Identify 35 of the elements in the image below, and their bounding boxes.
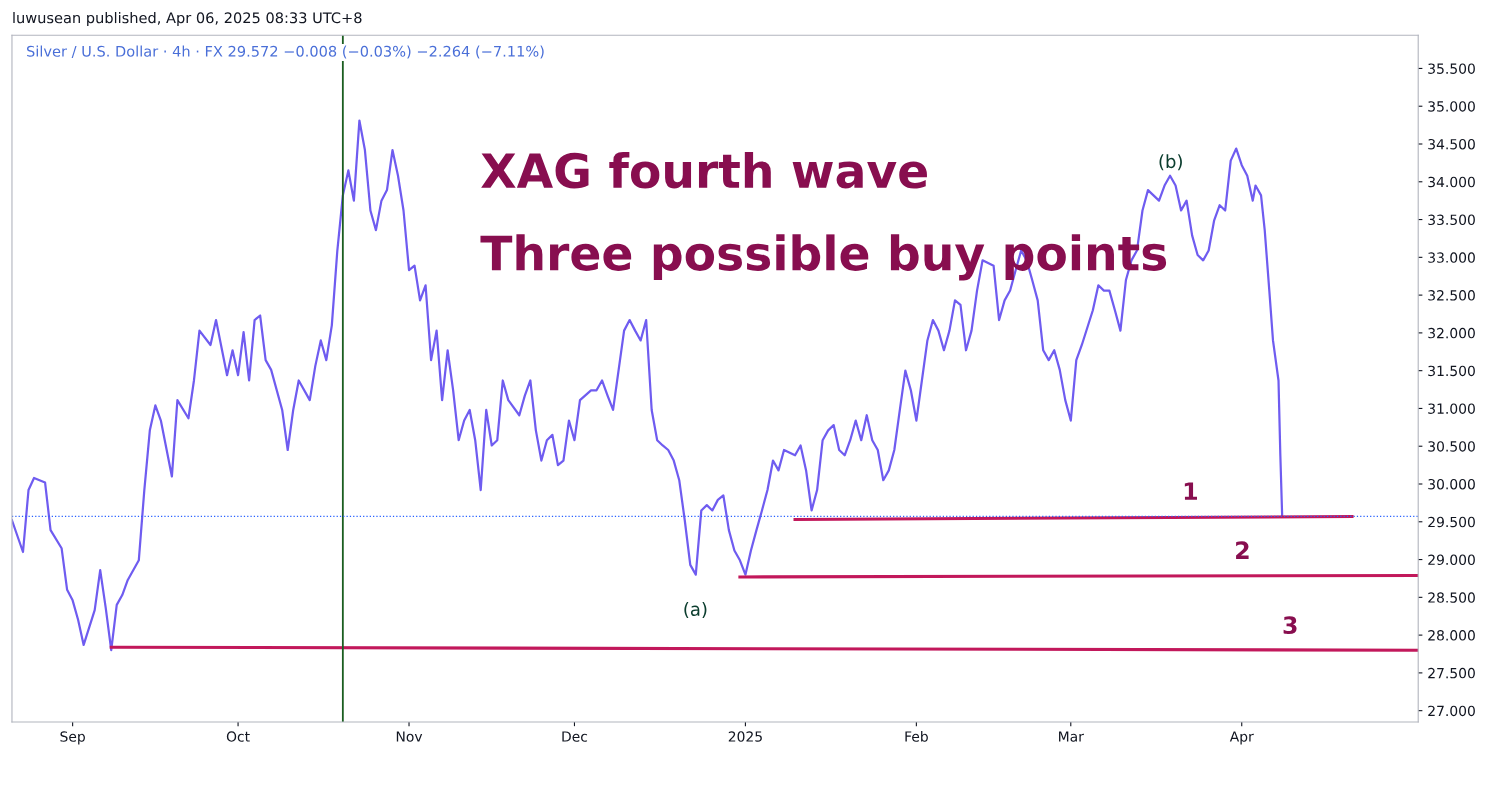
y-tick-label: 31.000 bbox=[1428, 403, 1475, 414]
y-tick-label: 32.000 bbox=[1428, 327, 1475, 339]
y-tick-label: 34.000 bbox=[1428, 176, 1475, 188]
annotation: 1 bbox=[1184, 482, 1197, 500]
y-tick-label: 28.500 bbox=[1428, 592, 1475, 603]
x-tick-label: Dec bbox=[562, 731, 588, 742]
annotation: 3 bbox=[1283, 616, 1297, 635]
x-tick-label: Mar bbox=[1059, 731, 1084, 742]
y-tick-label: 27.000 bbox=[1428, 705, 1475, 717]
x-tick-label: Feb bbox=[905, 731, 928, 742]
x-tick-label: 2025 bbox=[728, 731, 762, 742]
text: luwusean published, Apr 06, 2025 08:33 UTC+8 bbox=[13, 12, 362, 27]
y-tick-label: 35.000 bbox=[1428, 101, 1475, 112]
y-tick-label: 35.500 bbox=[1428, 63, 1475, 74]
y-tick-label: 33.500 bbox=[1428, 214, 1475, 226]
y-tick-label: 29.500 bbox=[1428, 516, 1475, 528]
y-tick-label: 29.000 bbox=[1428, 554, 1475, 566]
annotation: 2 bbox=[1236, 541, 1249, 559]
y-tick-label: 28.000 bbox=[1428, 630, 1475, 641]
y-tick-label: 32.500 bbox=[1428, 290, 1475, 301]
y-tick-label: 33.000 bbox=[1428, 252, 1475, 263]
x-tick-label: Nov bbox=[396, 731, 423, 742]
annotation: (b) bbox=[1159, 154, 1182, 171]
x-tick-label: Apr bbox=[1229, 731, 1254, 745]
line-series bbox=[11, 119, 1284, 652]
x-tick-label: Sep bbox=[60, 731, 85, 745]
y-tick-label: 27.500 bbox=[1428, 667, 1475, 679]
text: Silver / U.S. Dollar · 4h · FX 29.572 −0.008 (−0.03%) −2.264 (−7.11%) bbox=[26, 45, 544, 59]
annotation: (a) bbox=[684, 602, 707, 619]
y-tick-label: 30.000 bbox=[1428, 478, 1475, 490]
y-tick-label: 34.500 bbox=[1428, 138, 1475, 150]
x-tick-label: Oct bbox=[226, 731, 250, 742]
y-tick-label: 30.500 bbox=[1428, 441, 1475, 452]
y-tick-label: 31.500 bbox=[1428, 365, 1475, 377]
annotation: XAG fourth wave bbox=[481, 151, 927, 189]
